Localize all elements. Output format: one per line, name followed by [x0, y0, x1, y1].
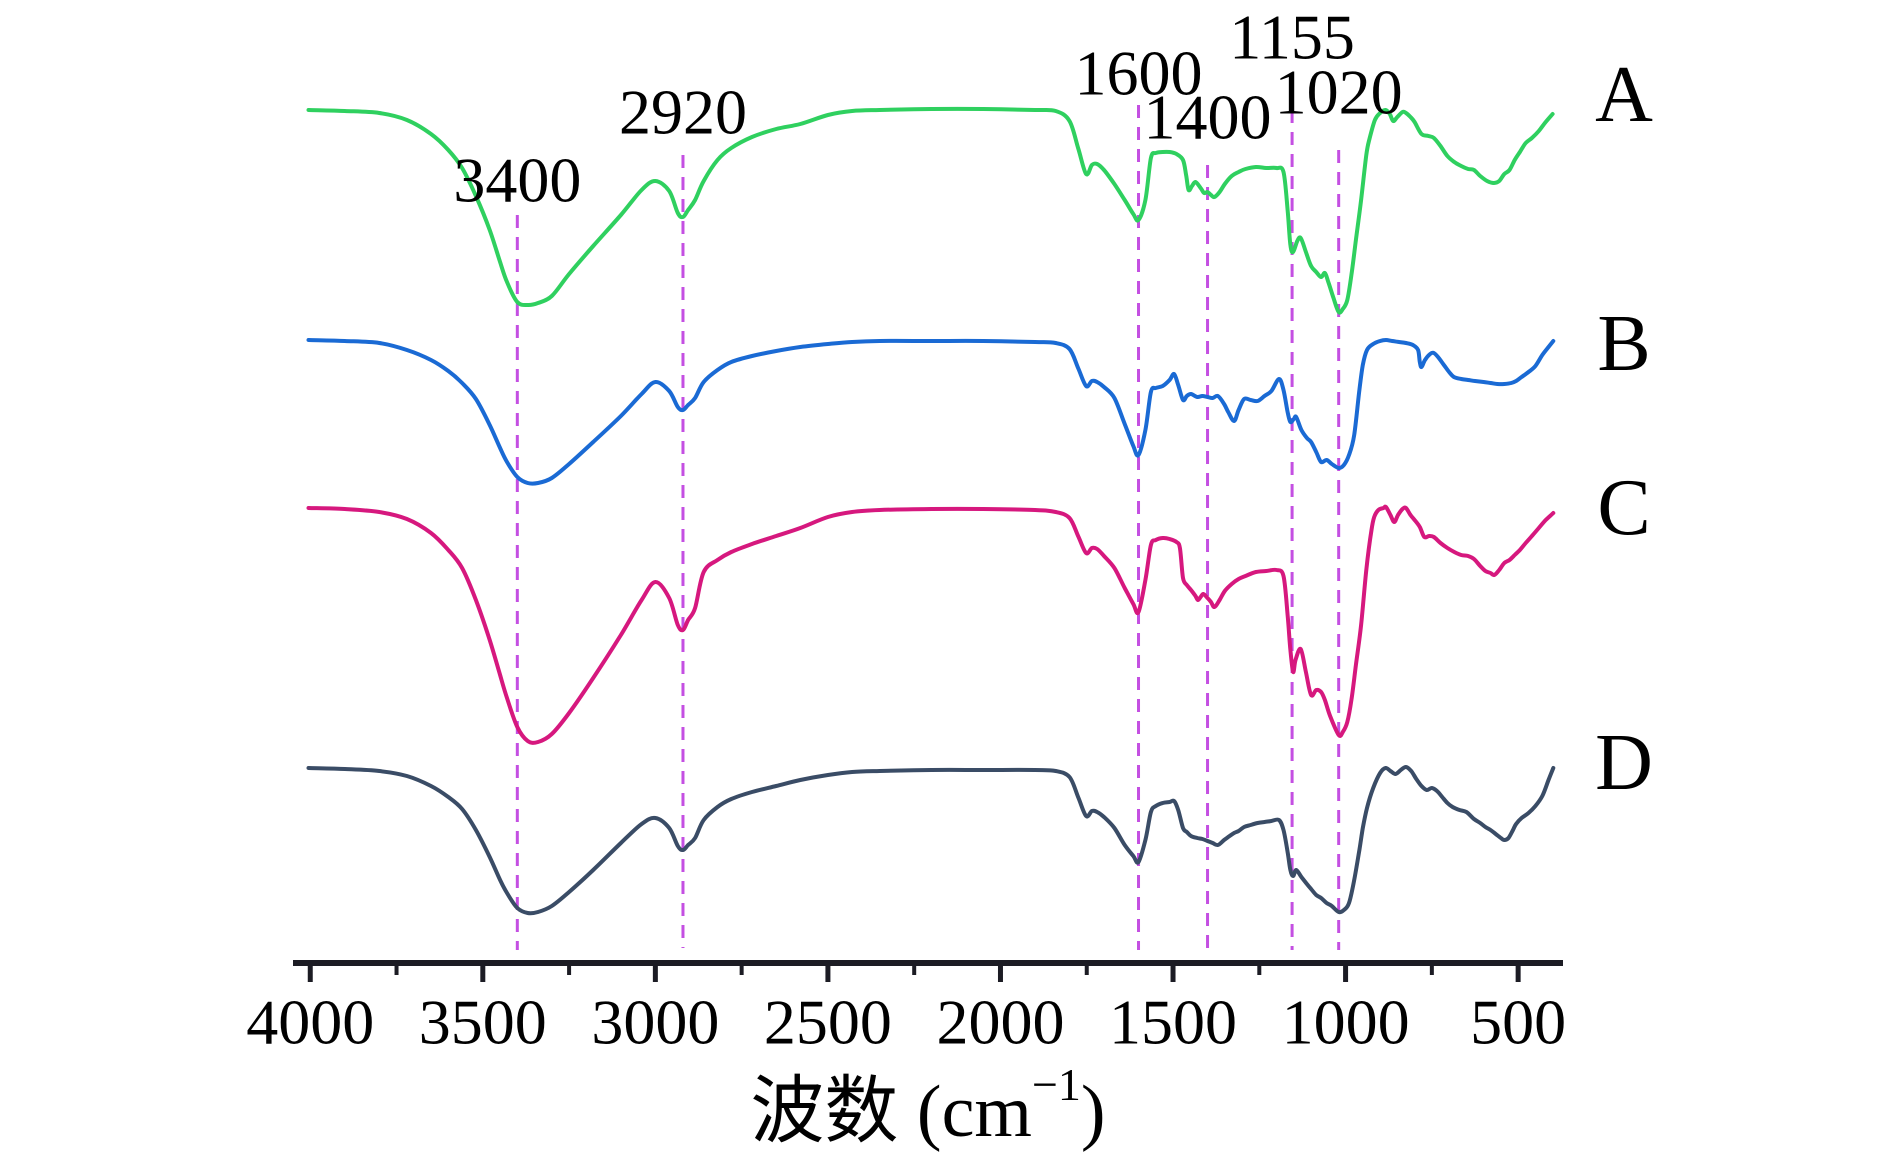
- peak-label-3400: 3400: [453, 145, 581, 216]
- spectrum-curve-D: [306, 765, 1556, 916]
- series-label-B: B: [1597, 300, 1650, 388]
- x-axis-tick-label-3000: 3000: [591, 987, 719, 1058]
- peak-label-1600: 1600: [1075, 38, 1203, 109]
- x-axis-title: 波数 (cm−1): [750, 1059, 1105, 1154]
- x-axis-tick-label-3500: 3500: [419, 987, 547, 1058]
- series-letter-labels: A BC D: [1595, 51, 1653, 807]
- x-axis: 4000 3500 3000 2500 2000 1500 1000 500: [246, 960, 1566, 1058]
- spectra-curves: [306, 106, 1556, 916]
- series-label-D: D: [1595, 719, 1653, 807]
- spectrum-curve-B: [306, 338, 1556, 486]
- x-axis-tick-label-2000: 2000: [936, 987, 1064, 1058]
- peak-label-2920: 2920: [619, 77, 747, 148]
- x-axis-tick-label-4000: 4000: [246, 987, 374, 1058]
- series-label-C: C: [1597, 464, 1650, 552]
- spectrum-curve-A: [306, 106, 1555, 315]
- spectrum-curve-C: [306, 504, 1556, 745]
- x-axis-tick-label-500: 500: [1470, 987, 1566, 1058]
- x-axis-tick-label-1000: 1000: [1282, 987, 1410, 1058]
- peak-label-1155: 1155: [1229, 2, 1355, 73]
- x-axis-tick-label-1500: 1500: [1109, 987, 1237, 1058]
- x-axis-tick-label-2500: 2500: [764, 987, 892, 1058]
- series-label-A: A: [1595, 51, 1653, 139]
- peak-label-1020: 1020: [1275, 57, 1403, 128]
- peak-label-1400: 1400: [1144, 82, 1272, 153]
